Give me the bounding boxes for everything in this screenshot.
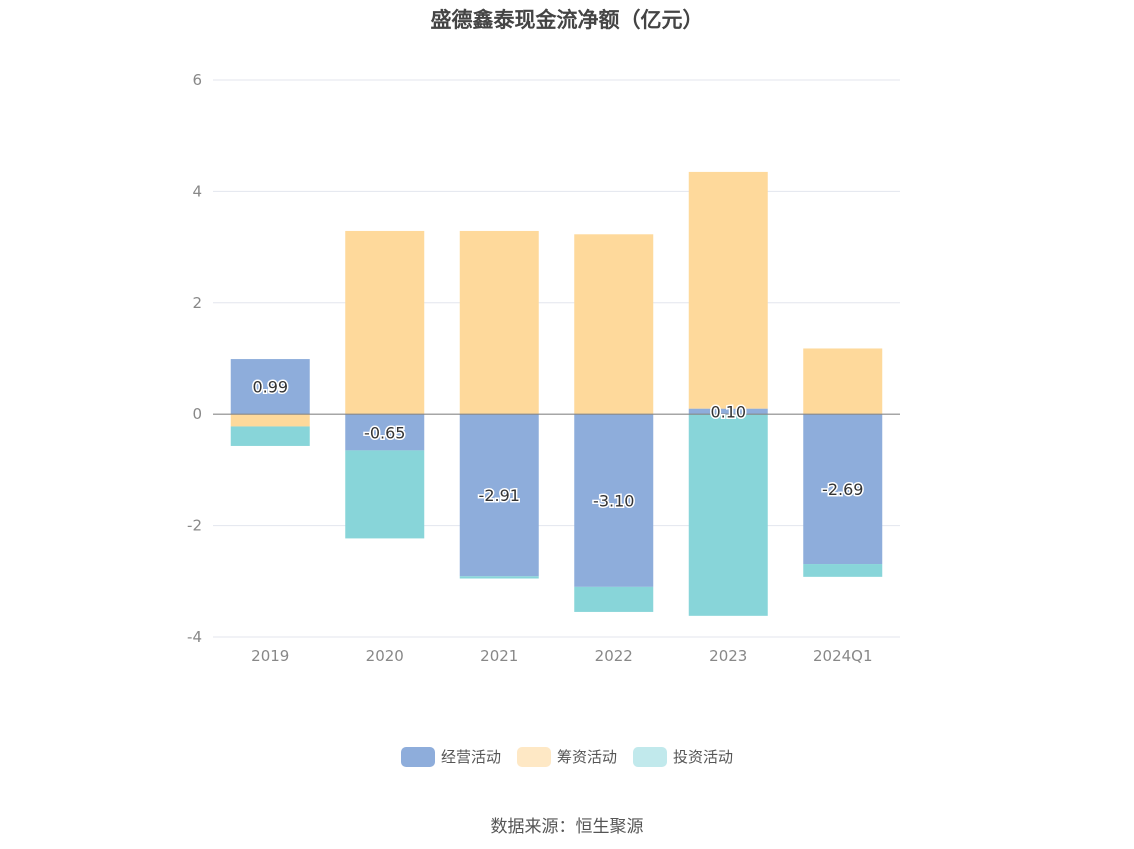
bar-segment	[803, 414, 883, 565]
x-tick-label: 2023	[709, 647, 747, 665]
bar-segment	[688, 414, 768, 616]
data-label: 0.99	[252, 378, 288, 397]
data-label: -3.10	[593, 492, 634, 511]
bar-segment	[574, 586, 654, 612]
data-label: 0.10	[710, 402, 746, 421]
y-tick-label: 6	[192, 71, 202, 89]
y-tick-label: 2	[192, 294, 202, 312]
data-label: -2.69	[822, 480, 863, 499]
bar-segment	[803, 348, 883, 415]
bar-segment	[459, 414, 539, 577]
bar-segment	[459, 230, 539, 415]
x-tick-label: 2022	[595, 647, 633, 665]
data-source-note: 数据来源：恒生聚源	[490, 817, 644, 837]
bar-segment	[230, 359, 310, 415]
data-label: -0.65	[364, 423, 405, 442]
legend-label-financing: 筹资活动	[556, 748, 617, 766]
bar-segment	[345, 450, 425, 539]
x-tick-label: 2024Q1	[813, 647, 873, 665]
legend-swatch-investing	[633, 746, 667, 767]
bar-segment	[459, 576, 539, 579]
legend-swatch-financing	[516, 746, 551, 767]
bar-segment	[574, 414, 654, 587]
bar-segment	[230, 426, 310, 446]
legend-item-financing[interactable]: 筹资活动	[516, 746, 617, 767]
x-tick-label: 2021	[480, 647, 518, 665]
chart-legend: 经营活动 筹资活动 投资活动	[0, 746, 1134, 767]
y-tick-label: 4	[192, 182, 202, 200]
bar-segment	[345, 230, 425, 415]
legend-swatch-operating	[400, 746, 435, 767]
bar-segment	[345, 414, 425, 451]
bar-segment	[230, 414, 310, 427]
legend-label-investing: 投资活动	[673, 748, 734, 766]
x-tick-label: 2020	[366, 647, 404, 665]
y-tick-label: -2	[187, 517, 202, 535]
legend-item-operating[interactable]: 经营活动	[400, 746, 501, 767]
x-tick-label: 2019	[251, 647, 289, 665]
bar-segment	[803, 564, 883, 577]
chart-title: 盛德鑫泰现金流净额（亿元）	[430, 8, 704, 32]
bar-segment	[574, 234, 654, 415]
y-tick-label: -4	[187, 628, 202, 646]
legend-item-investing[interactable]: 投资活动	[633, 746, 733, 767]
legend-label-operating: 经营活动	[440, 748, 501, 766]
y-tick-label: 0	[192, 405, 202, 423]
data-label: -2.91	[479, 486, 520, 505]
bar-segment	[688, 408, 768, 415]
bar-segment	[688, 171, 768, 409]
